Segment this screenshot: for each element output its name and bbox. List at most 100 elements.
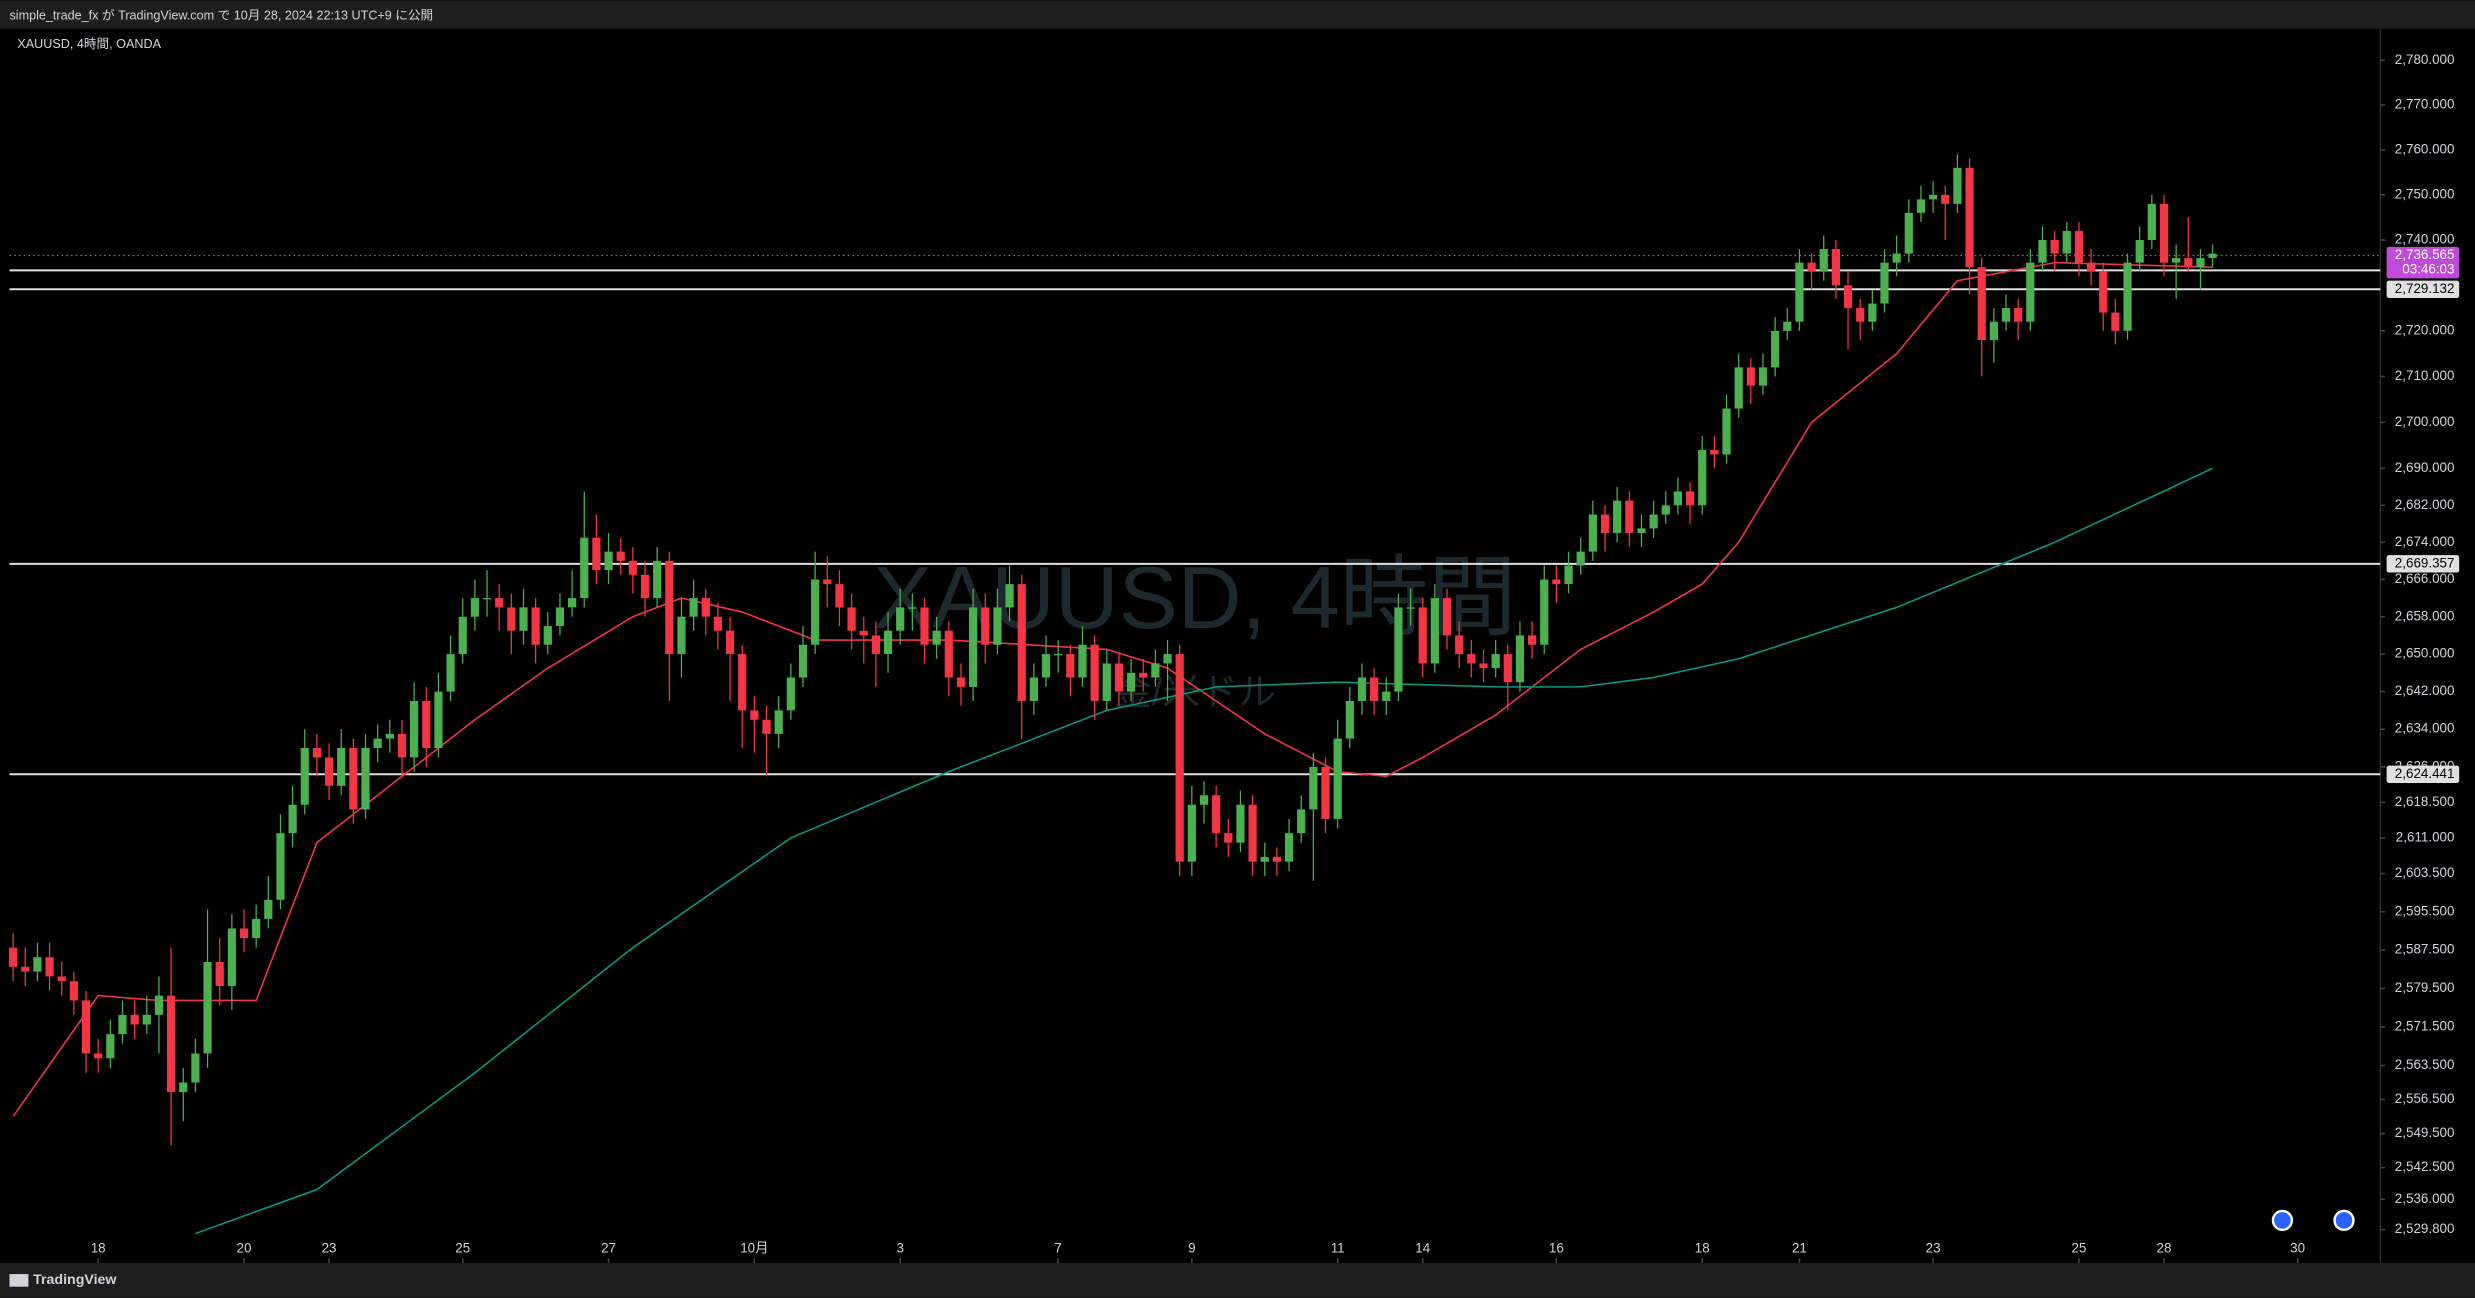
candle-body <box>300 748 309 805</box>
candle-body <box>252 918 261 939</box>
candle-body <box>1090 644 1099 701</box>
candle-body <box>179 1082 188 1093</box>
candle-body <box>2159 203 2169 263</box>
candle-body <box>1965 167 1974 268</box>
candle-body <box>191 1053 200 1083</box>
candle-body <box>1029 677 1038 701</box>
candle-body <box>1625 500 1634 534</box>
candle-body <box>434 691 443 749</box>
candle-body <box>349 748 358 810</box>
x-tick-label: 3 <box>896 1240 903 1255</box>
candle-body <box>969 607 978 687</box>
candle-body <box>288 804 297 834</box>
candle-body <box>446 654 455 692</box>
candle-body <box>1272 856 1282 862</box>
candle-body <box>2135 239 2144 263</box>
candle-body <box>1904 212 1913 254</box>
candle-body <box>495 598 504 608</box>
event-flag[interactable] <box>2271 1209 2294 1232</box>
candle-body <box>677 616 686 655</box>
candle-body <box>81 1000 91 1054</box>
y-tick-label: 2,634.000 <box>2395 721 2455 736</box>
candle-body <box>422 700 431 749</box>
candle-body <box>1527 635 1537 645</box>
candle-body <box>1649 514 1658 529</box>
candle-body <box>738 654 747 711</box>
candle-body <box>1102 663 1111 701</box>
candle-body <box>750 710 759 720</box>
candle-body <box>1831 249 1840 286</box>
candle-body <box>981 607 990 645</box>
candle-body <box>1953 167 1962 204</box>
candle-body <box>2050 239 2059 254</box>
candle-body <box>2208 253 2217 259</box>
x-tick-label: 21 <box>1792 1240 1807 1255</box>
candle-body <box>1394 607 1403 692</box>
candle-body <box>1734 367 1743 409</box>
x-tick-label: 16 <box>1549 1240 1564 1255</box>
candle-body <box>2014 308 2023 322</box>
candle-body <box>337 748 346 786</box>
candle-body <box>616 551 625 561</box>
y-tick-label: 2,650.000 <box>2395 646 2455 661</box>
candle-body <box>1637 528 1646 534</box>
y-tick-label: 2,700.000 <box>2395 414 2455 429</box>
y-tick-label: 2,611.000 <box>2396 829 2455 844</box>
y-tick-label: 2,750.000 <box>2395 186 2455 201</box>
candle-body <box>604 551 613 571</box>
candle-body <box>1017 584 1026 701</box>
candle-body <box>118 1014 127 1035</box>
plot: 2,780.000 2,770.000 2,760.000 2,750.000 2,74… <box>9 52 2460 1264</box>
candle-body <box>1370 677 1379 701</box>
candle-body <box>1685 491 1695 506</box>
candle-body <box>1260 856 1269 862</box>
candle-body <box>531 607 540 645</box>
candle-body <box>397 733 407 758</box>
candle-body <box>725 630 735 655</box>
candle-body <box>2196 258 2205 268</box>
event-flag[interactable] <box>2333 1209 2355 1232</box>
candle-body <box>1297 809 1306 834</box>
last-price-box <box>2386 246 2460 279</box>
symbol-label: XAUUSD, 4時間, OANDA <box>17 37 161 51</box>
candle-body <box>1284 833 1294 862</box>
candle-body <box>823 579 832 585</box>
x-tick-label: 7 <box>1054 1240 1061 1255</box>
y-tick-label: 2,549.500 <box>2395 1125 2455 1140</box>
candle-body <box>1564 565 1573 585</box>
candle-body <box>555 607 565 627</box>
candle-body <box>130 1014 139 1025</box>
candle-body <box>142 1014 151 1025</box>
candle-body <box>2147 203 2156 240</box>
candle-body <box>1321 766 1330 819</box>
candle-body <box>1248 804 1257 862</box>
level-label: 2,669.357 <box>2395 555 2455 570</box>
candle-body <box>312 748 322 758</box>
candle-body <box>1041 654 1051 678</box>
candle-body <box>1843 285 1853 309</box>
candle-body <box>2086 262 2096 272</box>
candle-body <box>1989 321 1998 340</box>
candle-body <box>567 598 577 608</box>
x-tick-label: 18 <box>91 1240 106 1255</box>
candle-body <box>2074 230 2084 263</box>
candle-body <box>1783 321 1792 331</box>
candle-body <box>1236 804 1245 843</box>
candle-body <box>227 928 236 987</box>
candle-body <box>1929 194 1938 200</box>
candle-body <box>1224 833 1233 843</box>
x-tick-label: 23 <box>1926 1240 1941 1255</box>
y-tick-label: 2,536.000 <box>2395 1191 2455 1206</box>
candle-body <box>324 757 334 786</box>
candle-body <box>628 560 637 575</box>
watermark-subtitle: 金/米ドル <box>1114 672 1276 714</box>
candle-body <box>762 719 771 734</box>
y-tick-label: 2,720.000 <box>2395 322 2455 337</box>
candle-body <box>1552 579 1561 585</box>
y-tick-label: 2,587.500 <box>2395 942 2455 957</box>
candle-body <box>9 947 18 967</box>
candle-body <box>640 574 650 599</box>
candle-body <box>1673 491 1683 506</box>
candle-body <box>932 630 941 645</box>
x-tick-label: 25 <box>2071 1240 2086 1255</box>
